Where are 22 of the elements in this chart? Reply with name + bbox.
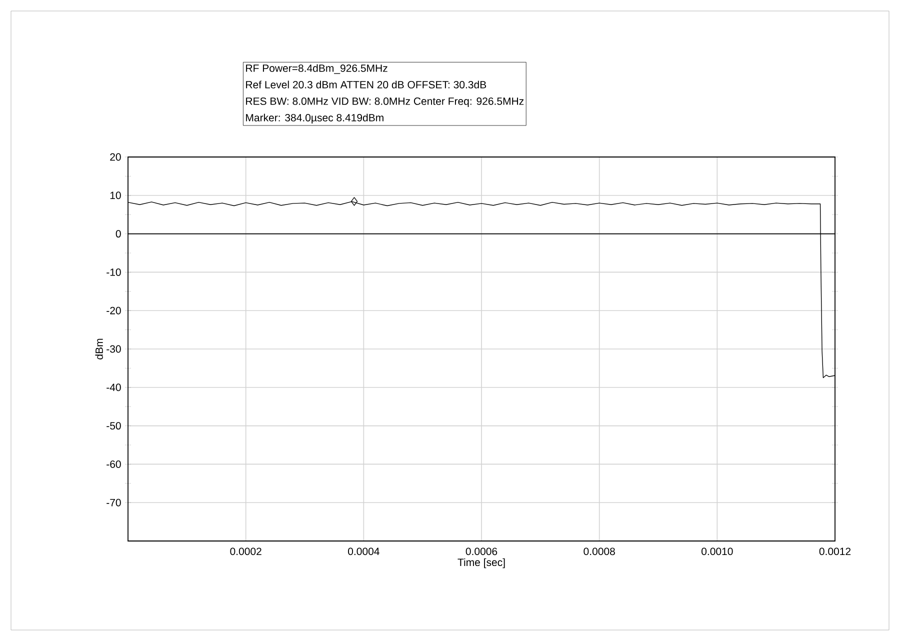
text: Marker: 384.0µsec 8.419dBm: [246, 114, 384, 124]
x-axis-title: Time [sec]: [458, 558, 505, 568]
x-tick-label: 0.0002: [230, 548, 262, 556]
y-tick-label: -30: [106, 345, 121, 353]
y-axis-title: dBm: [95, 338, 103, 360]
y-tick-label: 0: [116, 230, 121, 238]
x-tick-label: 0.0008: [584, 548, 615, 556]
chart-title: RF Power=8.4dBm_926.5MHz: [246, 64, 388, 74]
x-tick-label: 0.0006: [466, 548, 498, 556]
y-tick-label: -10: [106, 268, 121, 276]
x-tick-label: 0.0004: [348, 548, 380, 556]
y-tick-label: 10: [110, 192, 121, 200]
y-tick-label: 20: [110, 153, 121, 161]
y-tick-label: -50: [106, 422, 121, 430]
x-tick-label: 0.0012: [819, 548, 851, 556]
text: RES BW: 8.0MHz VID BW: 8.0MHz Center Freq: 926.5MHz: [246, 97, 524, 107]
x-tick-label: 0.0010: [702, 548, 733, 556]
y-tick-label: -20: [106, 306, 121, 314]
text: Ref Level 20.3 dBm ATTEN 20 dB OFFSET: 30.3dB: [246, 80, 486, 88]
y-tick-label: -60: [106, 460, 121, 468]
y-tick-label: -40: [106, 384, 121, 392]
y-tick-label: -70: [106, 498, 121, 506]
